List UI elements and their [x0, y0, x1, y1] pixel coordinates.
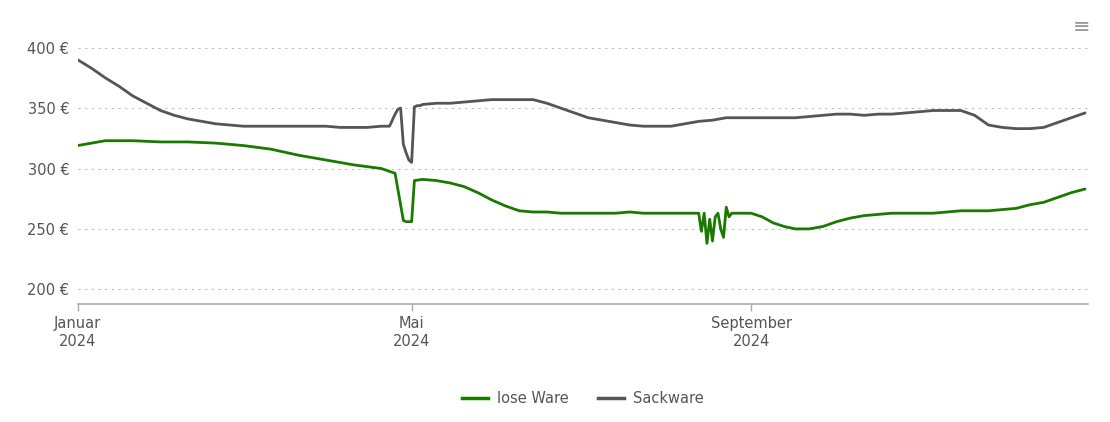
Text: ≡: ≡: [1072, 17, 1090, 37]
Legend: lose Ware, Sackware: lose Ware, Sackware: [456, 385, 709, 412]
